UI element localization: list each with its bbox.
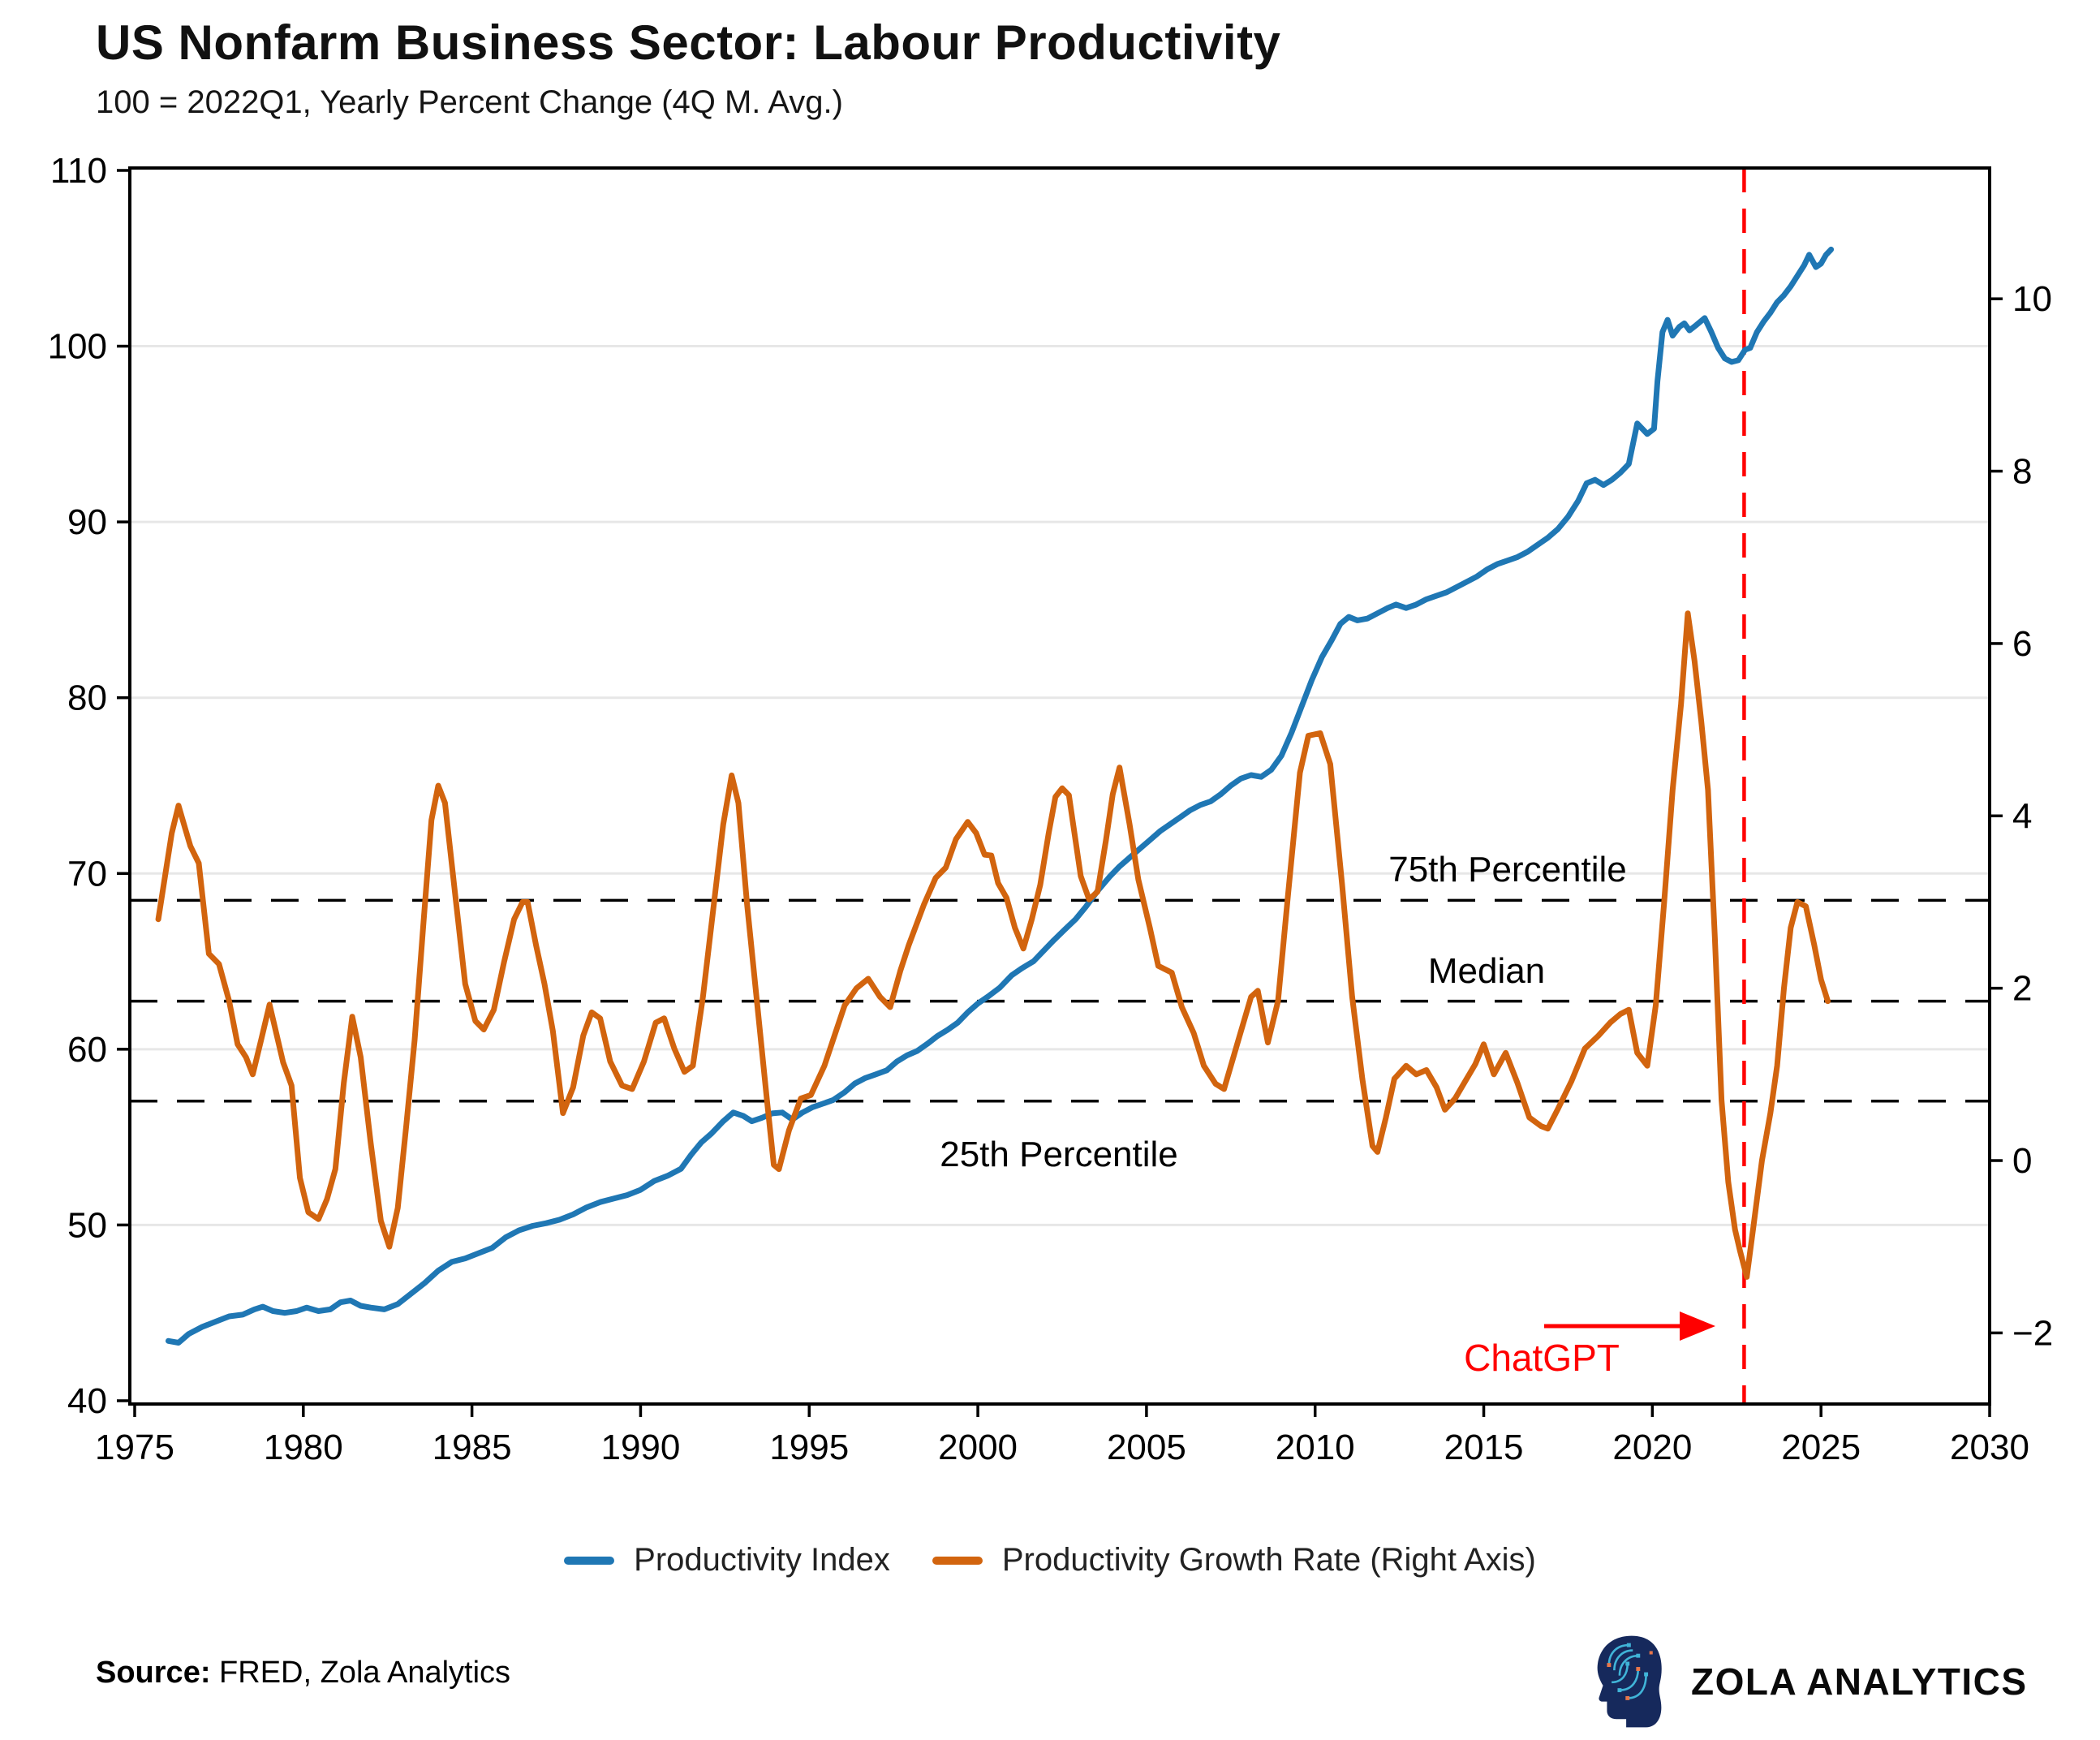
- legend-item-growth-rate: Productivity Growth Rate (Right Axis): [932, 1542, 1536, 1578]
- x-tick-label: 1985: [432, 1428, 512, 1467]
- y-right-tick-label: 6: [2012, 624, 2032, 664]
- x-tick-label: 1995: [769, 1428, 849, 1467]
- y-left-tick-label: 110: [50, 151, 107, 191]
- y-right-tick-label: −2: [2012, 1313, 2053, 1353]
- legend-label: Productivity Index: [634, 1542, 890, 1578]
- blue-line-swatch-icon: [564, 1556, 615, 1565]
- brain-circuit-head-icon: [1597, 1635, 1662, 1728]
- annotation-25th-percentile: 25th Percentile: [940, 1135, 1178, 1174]
- y-left-tick-label: 90: [67, 502, 107, 542]
- chart-title: US Nonfarm Business Sector: Labour Produ…: [96, 15, 1281, 70]
- legend-label: Productivity Growth Rate (Right Axis): [1001, 1542, 1536, 1578]
- source-text: FRED, Zola Analytics: [210, 1656, 511, 1690]
- annotation-median: Median: [1427, 951, 1546, 991]
- legend-item-productivity-index: Productivity Index: [564, 1542, 890, 1578]
- x-tick-label: 2015: [1444, 1428, 1524, 1467]
- x-tick-label: 2025: [1781, 1428, 1861, 1467]
- chatgpt-arrow-head-icon: [1680, 1311, 1715, 1341]
- x-tick-label: 2005: [1107, 1428, 1186, 1467]
- chart-legend: Productivity Index Productivity Growth R…: [0, 1542, 2100, 1578]
- y-right-tick-label: 8: [2012, 452, 2032, 492]
- x-tick-label: 2030: [1950, 1428, 2029, 1467]
- productivity-growth-line: [155, 610, 1831, 1280]
- y-left-tick-label: 40: [67, 1381, 107, 1421]
- x-tick-label: 2000: [938, 1428, 1018, 1467]
- plot-border: [128, 166, 1991, 1406]
- x-tick-label: 1975: [95, 1428, 174, 1467]
- y-left-tick-label: 50: [67, 1205, 107, 1245]
- orange-line-swatch-icon: [932, 1556, 983, 1565]
- source-label: Source:: [96, 1656, 211, 1690]
- y-right-tick-label: 4: [2012, 796, 2032, 836]
- x-tick-label: 2010: [1276, 1428, 1355, 1467]
- annotation-75th-percentile: 75th Percentile: [1388, 850, 1627, 889]
- y-right-tick-label: 10: [2012, 279, 2052, 319]
- y-right-tick-label: 2: [2012, 969, 2032, 1009]
- source-note: Source: FRED, Zola Analytics: [96, 1656, 510, 1690]
- y-right-tick-label: 0: [2012, 1141, 2032, 1181]
- x-tick-label: 2020: [1612, 1428, 1692, 1467]
- x-tick-label: 1980: [264, 1428, 343, 1467]
- x-tick-label: 1990: [600, 1428, 680, 1467]
- y-left-tick-label: 100: [48, 327, 107, 367]
- zola-analytics-logo: ZOLA ANALYTICS: [1590, 1634, 2028, 1729]
- y-left-tick-label: 60: [67, 1030, 107, 1070]
- productivity-index-line: [166, 246, 1835, 1346]
- y-left-tick-label: 70: [67, 854, 107, 894]
- chart-subtitle: 100 = 2022Q1, Yearly Percent Change (4Q …: [96, 84, 843, 120]
- y-left-tick-label: 80: [67, 678, 107, 718]
- annotation-chatgpt: ChatGPT: [1464, 1337, 1620, 1379]
- brand-name: ZOLA ANALYTICS: [1691, 1660, 2028, 1703]
